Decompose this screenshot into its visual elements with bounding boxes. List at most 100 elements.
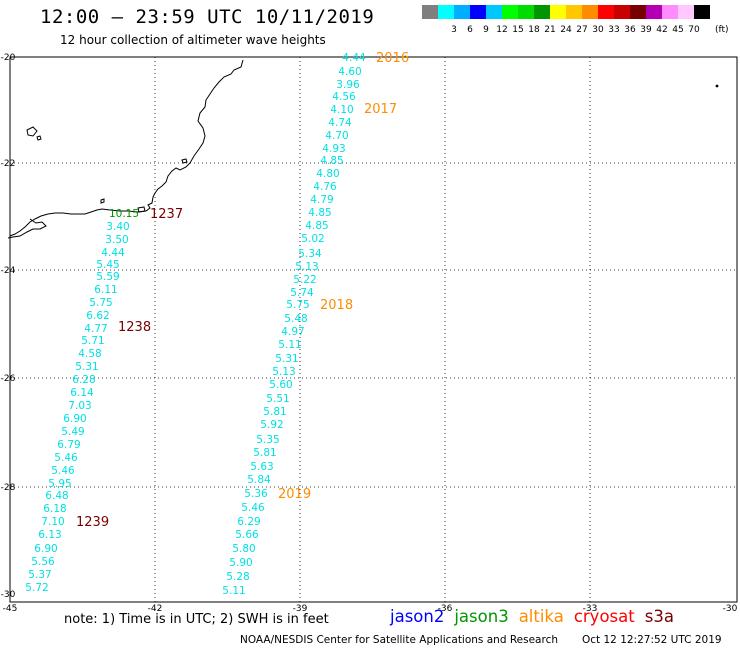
scale-label: 30 <box>592 25 604 35</box>
wave-height-value: 5.34 <box>298 248 322 260</box>
scale-label: 45 <box>672 25 684 35</box>
wave-height-value: 6.48 <box>45 490 68 502</box>
pass-label: 1239 <box>76 515 109 530</box>
island-dot <box>715 84 719 88</box>
footnote: note: 1) Time is in UTC; 2) SWH is in fe… <box>64 612 329 627</box>
wave-height-value: 5.28 <box>226 571 249 583</box>
scale-label: 9 <box>483 25 489 35</box>
wave-height-value: 5.31 <box>275 353 298 365</box>
legend-altika: altika <box>518 607 564 626</box>
scale-label: 33 <box>608 25 620 35</box>
scale-swatch <box>502 5 518 19</box>
wave-height-value: 5.75 <box>286 299 309 311</box>
scale-label: 6 <box>467 25 473 35</box>
scale-label: 70 <box>688 25 700 35</box>
scale-label: 42 <box>656 25 668 35</box>
wave-height-value: 5.35 <box>256 434 279 446</box>
wave-height-value: 4.85 <box>320 155 343 167</box>
lon-label: -30 <box>723 604 738 614</box>
wave-height-value: 5.81 <box>263 406 286 418</box>
coastline-bay <box>7 218 47 239</box>
wave-height-value: 4.76 <box>313 181 337 193</box>
scale-swatch <box>630 5 646 19</box>
wave-height-value: 6.18 <box>43 503 66 515</box>
wave-height-value: 4.44 <box>342 52 366 64</box>
wave-height-value: 6.28 <box>72 374 95 386</box>
scale-swatch <box>470 5 486 19</box>
legend-jason2: jason2 <box>390 607 445 626</box>
map-title: 12:00 – 23:59 UTC 10/11/2019 <box>40 6 375 28</box>
wave-height-value: 4.70 <box>325 130 348 142</box>
wave-height-value: 6.14 <box>70 387 94 399</box>
wave-height-value: 4.85 <box>308 207 331 219</box>
pass-label: 1238 <box>118 320 151 335</box>
wave-height-value: 5.56 <box>31 556 55 568</box>
wave-height-value: 6.79 <box>57 439 80 451</box>
lat-label: -30 <box>1 590 16 600</box>
map-frame <box>9 56 738 603</box>
wave-height-value: 6.90 <box>34 543 57 555</box>
wave-height-value: 5.46 <box>241 502 265 514</box>
wave-height-value: 5.71 <box>81 335 104 347</box>
legend-s3a: s3a <box>644 607 674 626</box>
lon-label: -33 <box>583 604 598 614</box>
coastline <box>7 59 244 239</box>
wave-height-value: 5.11 <box>278 339 301 351</box>
wave-height-value: 6.29 <box>237 516 260 528</box>
wave-height-value: 5.81 <box>253 447 276 459</box>
wave-height-value: 5.48 <box>284 313 307 325</box>
lat-label: -22 <box>1 159 16 169</box>
scale-swatch <box>662 5 678 19</box>
wave-height-value: 5.13 <box>272 366 295 378</box>
wave-height-value: 3.50 <box>105 234 128 246</box>
legend-jason3: jason3 <box>454 607 509 626</box>
lon-label: -39 <box>293 604 308 614</box>
wave-height-value: 5.11 <box>222 585 245 597</box>
scale-swatch <box>694 5 710 19</box>
wave-height-value: 6.90 <box>63 413 86 425</box>
wave-height-value: 3.40 <box>106 221 129 233</box>
scale-label: 15 <box>512 25 524 35</box>
pass-label: 2017 <box>364 102 397 117</box>
legend-cryosat: cryosat <box>573 607 635 626</box>
wave-height-value: 5.51 <box>266 393 289 405</box>
scale-swatch <box>422 5 438 19</box>
scale-label: 12 <box>496 25 508 35</box>
wave-height-value: 4.77 <box>84 323 107 335</box>
wave-height-value: 6.62 <box>86 310 109 322</box>
pass-label: 2018 <box>320 298 353 313</box>
scale-swatch <box>438 5 454 19</box>
wave-height-value: 5.45 <box>96 259 119 271</box>
wave-height-value: 5.49 <box>61 426 84 438</box>
wave-height-value: 6.11 <box>94 284 117 296</box>
scale-label: 39 <box>640 25 652 35</box>
wave-height-value: 5.31 <box>75 361 98 373</box>
wave-height-value: 5.80 <box>232 543 255 555</box>
scale-unit: (ft) <box>715 25 729 35</box>
wave-height-value: 7.10 <box>41 516 64 528</box>
coastline-island-2 <box>36 135 42 141</box>
coastline-island-3 <box>181 158 188 164</box>
coastline-island-4 <box>100 198 105 204</box>
map-subtitle: 12 hour collection of altimeter wave hei… <box>60 33 326 47</box>
coastline-main <box>9 59 244 237</box>
wave-height-value: 5.36 <box>244 488 268 500</box>
wave-height-value: 5.60 <box>269 379 292 391</box>
wave-height-value: 4.79 <box>310 194 333 206</box>
graticule <box>10 57 737 602</box>
wave-height-value: 6.13 <box>38 529 61 541</box>
wave-height-value: 4.80 <box>316 168 339 180</box>
wave-height-value: 5.84 <box>247 474 271 486</box>
scale-swatch <box>678 5 694 19</box>
wave-height-value: 10.15 <box>109 208 139 220</box>
satellite-legend: jason2 jason3 altika cryosat s3a <box>390 607 684 626</box>
wave-height-value: 5.66 <box>235 529 259 541</box>
wave-height-value: 4.85 <box>305 220 328 232</box>
pass-label: 2019 <box>278 487 311 502</box>
credit-line: NOAA/NESDIS Center for Satellite Applica… <box>240 634 558 646</box>
pass-label: 1237 <box>150 207 183 222</box>
scale-swatch <box>646 5 662 19</box>
wave-height-value: 4.56 <box>332 91 356 103</box>
scale-swatch <box>534 5 550 19</box>
